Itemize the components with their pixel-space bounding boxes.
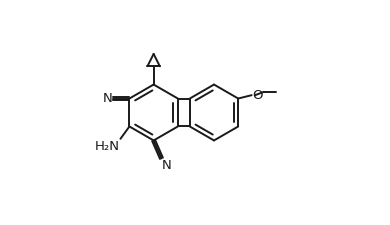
Text: N: N	[103, 92, 112, 105]
Text: O: O	[252, 89, 262, 102]
Text: H₂N: H₂N	[94, 140, 119, 153]
Text: N: N	[162, 159, 172, 172]
